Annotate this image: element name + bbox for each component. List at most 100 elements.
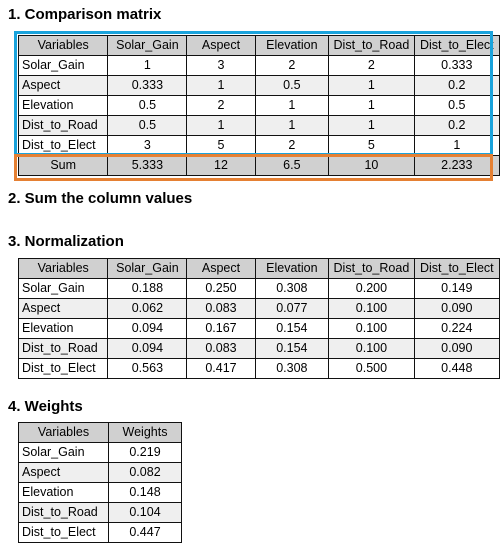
row-label: Solar_Gain [17,278,109,299]
column-header: Elevation [254,35,330,56]
column-header: Dist_to_Road [328,258,415,279]
row-label: Dist_to_Elect [17,358,109,379]
table-cell: 1 [107,55,188,76]
table-row: Aspect 0.062 0.083 0.077 0.100 0.090 [17,298,500,319]
table-row: Aspect 0.082 [18,462,182,483]
column-header: Solar_Gain [107,258,188,279]
table-cell: 3 [107,135,188,156]
table-row: Elevation 0.5 2 1 1 0.5 [17,95,500,116]
table-cell: 0.200 [328,278,415,299]
table-cell: 0.333 [413,55,500,76]
table-row: Dist_to_Elect 0.563 0.417 0.308 0.500 0.… [17,358,500,379]
table-row: Aspect 0.333 1 0.5 1 0.2 [17,75,500,96]
table-header-row: Variables Solar_Gain Aspect Elevation Di… [17,258,500,279]
comparison-matrix-table: Variables Solar_Gain Aspect Elevation Di… [17,35,500,176]
table-row: Dist_to_Road 0.5 1 1 1 0.2 [17,115,500,136]
column-header: Dist_to_Road [328,35,415,56]
sum-cell: 5.333 [107,155,188,176]
table-cell: 0.5 [107,115,188,136]
table-cell: 0.308 [254,278,330,299]
weight-value: 0.148 [108,482,182,503]
table-cell: 0.224 [413,318,500,339]
table-cell: 3 [186,55,256,76]
table-cell: 0.100 [328,338,415,359]
section-heading-weights: 4. Weights [8,398,83,415]
section-heading-sum: 2. Sum the column values [8,190,193,207]
table-cell: 0.083 [186,338,256,359]
column-header: Variables [18,422,109,443]
row-label: Elevation [18,482,109,503]
table-cell: 0.167 [186,318,256,339]
table-cell: 0.2 [413,75,500,96]
row-label: Aspect [17,298,109,319]
column-header: Aspect [186,35,256,56]
row-label: Dist_to_Road [17,115,109,136]
table-cell: 2 [254,55,330,76]
weights-table: Variables Weights Solar_Gain 0.219 Aspec… [18,422,182,543]
row-label: Dist_to_Road [18,502,109,523]
weight-value: 0.219 [108,442,182,463]
row-label: Aspect [17,75,109,96]
table-cell: 0.417 [186,358,256,379]
table-cell: 0.100 [328,298,415,319]
table-row: Elevation 0.094 0.167 0.154 0.100 0.224 [17,318,500,339]
sum-cell: 2.233 [413,155,500,176]
table-cell: 2 [254,135,330,156]
sum-cell: 10 [328,155,415,176]
table-row: Dist_to_Elect 0.447 [18,522,182,543]
sum-cell: 12 [186,155,256,176]
table-cell: 0.2 [413,115,500,136]
column-header: Variables [17,35,109,56]
table-cell: 0.083 [186,298,256,319]
table-header-row: Variables Weights [18,422,182,443]
table-cell: 0.090 [413,298,500,319]
table-cell: 2 [328,55,415,76]
row-label: Solar_Gain [18,442,109,463]
table-cell: 0.094 [107,338,188,359]
table-cell: 0.5 [413,95,500,116]
row-label: Dist_to_Elect [17,135,109,156]
sum-row: Sum 5.333 12 6.5 10 2.233 [17,155,500,176]
weight-value: 0.104 [108,502,182,523]
table-cell: 0.154 [254,318,330,339]
table-cell: 0.448 [413,358,500,379]
row-label: Dist_to_Elect [18,522,109,543]
table-row: Solar_Gain 0.188 0.250 0.308 0.200 0.149 [17,278,500,299]
table-cell: 1 [413,135,500,156]
table-cell: 1 [254,115,330,136]
column-header: Weights [108,422,182,443]
table-cell: 0.333 [107,75,188,96]
table-cell: 5 [328,135,415,156]
table-cell: 0.077 [254,298,330,319]
table-cell: 0.250 [186,278,256,299]
table-row: Solar_Gain 0.219 [18,442,182,463]
column-header: Elevation [254,258,330,279]
column-header: Aspect [186,258,256,279]
table-cell: 1 [328,95,415,116]
table-cell: 0.563 [107,358,188,379]
table-cell: 1 [186,75,256,96]
section-heading-normalization: 3. Normalization [8,233,124,250]
table-cell: 0.090 [413,338,500,359]
sum-label: Sum [17,155,109,176]
table-row: Elevation 0.148 [18,482,182,503]
table-cell: 0.5 [107,95,188,116]
table-cell: 2 [186,95,256,116]
row-label: Dist_to_Road [17,338,109,359]
row-label: Solar_Gain [17,55,109,76]
sum-cell: 6.5 [254,155,330,176]
table-header-row: Variables Solar_Gain Aspect Elevation Di… [17,35,500,56]
row-label: Elevation [17,318,109,339]
table-cell: 5 [186,135,256,156]
table-cell: 0.094 [107,318,188,339]
table-cell: 0.100 [328,318,415,339]
table-cell: 0.154 [254,338,330,359]
table-cell: 0.500 [328,358,415,379]
table-cell: 1 [254,95,330,116]
row-label: Aspect [18,462,109,483]
column-header: Variables [17,258,109,279]
weight-value: 0.082 [108,462,182,483]
table-cell: 0.5 [254,75,330,96]
column-header: Dist_to_Elect [413,258,500,279]
table-row: Solar_Gain 1 3 2 2 0.333 [17,55,500,76]
